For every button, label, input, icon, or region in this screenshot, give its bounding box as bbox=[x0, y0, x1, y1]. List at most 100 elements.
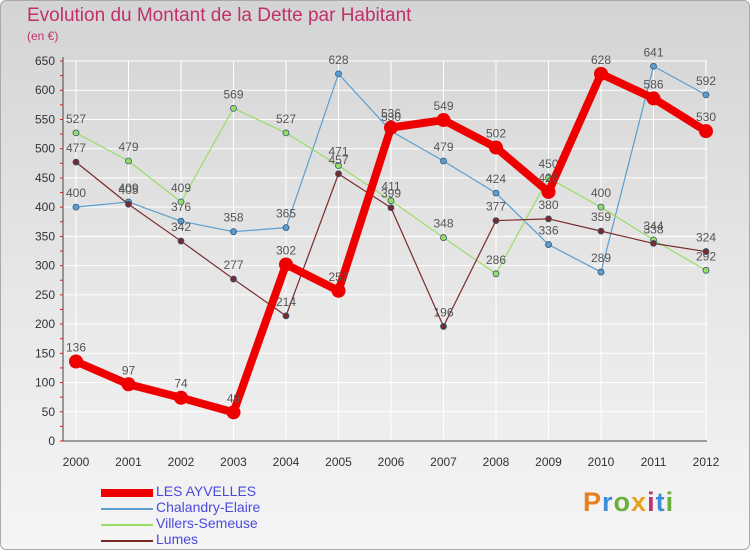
data-label-villers-semeuse: 527 bbox=[66, 112, 86, 126]
data-point-lumes bbox=[230, 275, 237, 283]
data-label-lumes: 405 bbox=[118, 183, 138, 197]
data-label-villers-semeuse: 286 bbox=[486, 253, 506, 267]
y-tick-label: 350 bbox=[35, 229, 55, 243]
y-tick-label: 450 bbox=[35, 171, 55, 185]
data-label-chalandry-elaire: 409 bbox=[118, 181, 138, 195]
data-label-les-ayvelles: 628 bbox=[591, 53, 611, 67]
data-label-lumes: 277 bbox=[223, 258, 243, 272]
data-point-les-ayvelles bbox=[594, 66, 608, 81]
data-label-villers-semeuse: 471 bbox=[328, 145, 348, 159]
data-point-les-ayvelles bbox=[121, 377, 136, 392]
legend-swatch bbox=[101, 508, 153, 510]
data-label-villers-semeuse: 569 bbox=[223, 87, 243, 101]
data-label-villers-semeuse: 409 bbox=[171, 181, 191, 195]
data-point-les-ayvelles bbox=[331, 283, 346, 298]
data-point-les-ayvelles bbox=[646, 91, 661, 106]
logo-letter: t bbox=[655, 487, 666, 517]
data-label-chalandry-elaire: 336 bbox=[538, 224, 558, 238]
data-label-les-ayvelles: 549 bbox=[433, 99, 453, 113]
data-point-villers-semeuse bbox=[597, 203, 605, 211]
data-point-villers-semeuse bbox=[282, 129, 290, 137]
x-tick-label: 2000 bbox=[63, 455, 90, 469]
data-point-les-ayvelles bbox=[699, 124, 713, 139]
data-label-lumes: 377 bbox=[486, 200, 506, 214]
data-point-les-ayvelles bbox=[541, 184, 556, 199]
data-point-lumes bbox=[335, 170, 342, 178]
data-point-lumes bbox=[125, 200, 132, 208]
data-label-lumes: 380 bbox=[538, 198, 558, 212]
y-tick-label: 50 bbox=[42, 405, 56, 419]
data-label-villers-semeuse: 411 bbox=[381, 180, 400, 194]
data-label-villers-semeuse: 292 bbox=[696, 249, 716, 263]
data-label-lumes: 338 bbox=[643, 222, 663, 236]
data-point-chalandry-elaire bbox=[545, 241, 552, 248]
data-label-lumes: 214 bbox=[276, 295, 296, 309]
data-point-lumes bbox=[702, 248, 710, 255]
legend-label: LES AYVELLES bbox=[156, 483, 257, 499]
data-label-villers-semeuse: 400 bbox=[591, 186, 611, 200]
data-label-chalandry-elaire: 358 bbox=[223, 211, 243, 225]
chart-title: Evolution du Montant de la Dette par Hab… bbox=[27, 5, 412, 26]
y-tick-label: 550 bbox=[35, 112, 55, 126]
x-tick-label: 2003 bbox=[220, 455, 247, 469]
data-point-les-ayvelles bbox=[69, 354, 83, 369]
legend-label: Lumes bbox=[156, 531, 199, 547]
data-point-les-ayvelles bbox=[489, 140, 503, 155]
y-tick-label: 150 bbox=[35, 346, 55, 360]
data-label-chalandry-elaire: 365 bbox=[276, 207, 296, 221]
legend-label: Chalandry-Elaire bbox=[156, 499, 261, 515]
x-tick-label: 2009 bbox=[535, 455, 562, 469]
data-label-villers-semeuse: 479 bbox=[118, 140, 138, 154]
data-label-les-ayvelles: 97 bbox=[122, 363, 136, 377]
data-label-les-ayvelles: 536 bbox=[381, 107, 401, 121]
data-label-chalandry-elaire: 376 bbox=[171, 200, 191, 214]
data-point-lumes bbox=[282, 312, 290, 320]
data-point-lumes bbox=[545, 215, 552, 223]
y-tick-label: 600 bbox=[35, 83, 55, 97]
x-tick-label: 2007 bbox=[430, 455, 457, 469]
x-tick-label: 2002 bbox=[168, 455, 195, 469]
data-label-chalandry-elaire: 592 bbox=[696, 74, 716, 88]
data-point-villers-semeuse bbox=[440, 234, 447, 241]
y-tick-label: 100 bbox=[35, 376, 55, 390]
logo-letter: o bbox=[613, 487, 632, 517]
data-label-chalandry-elaire: 400 bbox=[66, 186, 86, 200]
x-tick-label: 2005 bbox=[325, 455, 352, 469]
logo-letter: P bbox=[583, 487, 603, 517]
x-tick-label: 2011 bbox=[641, 455, 667, 469]
y-tick-label: 250 bbox=[35, 288, 55, 302]
data-point-chalandry-elaire bbox=[177, 217, 185, 225]
data-point-les-ayvelles bbox=[384, 120, 398, 135]
data-label-villers-semeuse: 527 bbox=[276, 112, 296, 126]
x-tick-label: 2012 bbox=[693, 455, 720, 469]
proxiti-logo: Proxiti bbox=[583, 487, 674, 518]
x-tick-label: 2008 bbox=[483, 455, 510, 469]
data-point-lumes bbox=[177, 237, 185, 245]
data-point-chalandry-elaire bbox=[597, 268, 605, 276]
y-tick-label: 400 bbox=[35, 200, 55, 214]
legend-label: Villers-Semeuse bbox=[156, 515, 258, 531]
y-tick-label: 300 bbox=[35, 259, 55, 273]
data-point-villers-semeuse bbox=[492, 270, 500, 278]
logo-letter: x bbox=[631, 487, 648, 517]
x-tick-label: 2010 bbox=[588, 455, 615, 469]
data-label-les-ayvelles: 502 bbox=[486, 127, 506, 141]
data-label-lumes: 196 bbox=[433, 305, 453, 319]
data-point-lumes bbox=[492, 217, 500, 225]
data-label-lumes: 342 bbox=[171, 220, 191, 234]
data-label-villers-semeuse: 344 bbox=[643, 219, 663, 233]
data-label-les-ayvelles: 302 bbox=[276, 243, 296, 257]
data-label-lumes: 457 bbox=[328, 153, 348, 167]
data-label-chalandry-elaire: 530 bbox=[381, 110, 401, 124]
data-label-chalandry-elaire: 479 bbox=[433, 140, 453, 154]
x-tick-label: 2006 bbox=[378, 455, 405, 469]
data-label-lumes: 359 bbox=[591, 210, 611, 224]
data-point-lumes bbox=[440, 323, 447, 330]
data-point-chalandry-elaire bbox=[72, 203, 80, 211]
data-label-chalandry-elaire: 424 bbox=[486, 172, 506, 186]
data-point-villers-semeuse bbox=[177, 198, 185, 206]
data-label-lumes: 324 bbox=[696, 231, 716, 245]
data-point-chalandry-elaire bbox=[492, 189, 500, 197]
